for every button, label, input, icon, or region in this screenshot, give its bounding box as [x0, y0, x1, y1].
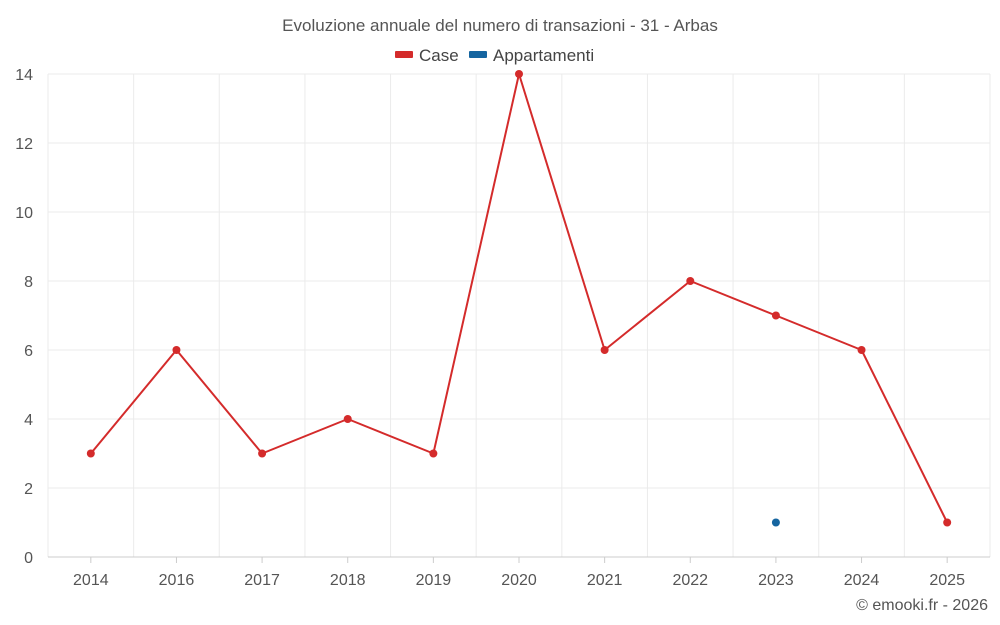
x-tick-label: 2016: [159, 572, 195, 589]
y-tick-label: 4: [24, 412, 33, 429]
x-tick-label: 2019: [416, 572, 452, 589]
credit-text: © emooki.fr - 2026: [856, 597, 988, 614]
x-axis-ticks: 2014 2016 2017 2018 2019 2020 2021 2022 2023 2024…: [73, 557, 965, 589]
legend-label-case: Case: [419, 46, 459, 65]
x-tick-label: 2024: [844, 572, 880, 589]
data-point[interactable]: [343, 415, 352, 423]
data-point[interactable]: [258, 449, 267, 458]
x-tick-label: 2017: [244, 572, 280, 589]
data-point[interactable]: [771, 518, 780, 527]
data-point[interactable]: [943, 518, 952, 527]
y-tick-label: 10: [15, 205, 33, 222]
legend-label-appartamenti: Appartamenti: [493, 46, 594, 65]
y-axis-ticks: 0 2 4 6 8 10 12 14: [15, 67, 33, 567]
x-tick-label: 2014: [73, 572, 109, 589]
legend-swatch-case: [395, 51, 413, 58]
y-tick-label: 0: [24, 550, 33, 567]
x-tick-label: 2025: [929, 572, 965, 589]
horizontal-gridlines: [48, 73, 990, 489]
x-tick-label: 2021: [587, 572, 623, 589]
y-tick-label: 6: [24, 343, 33, 360]
data-point[interactable]: [600, 346, 609, 354]
data-point[interactable]: [86, 449, 95, 458]
data-point[interactable]: [429, 449, 438, 458]
data-point[interactable]: [686, 277, 695, 285]
y-tick-label: 2: [24, 481, 33, 498]
series-case: [86, 70, 952, 527]
x-tick-label: 2023: [758, 572, 794, 589]
vertical-gridlines: [47, 74, 991, 557]
data-point[interactable]: [771, 311, 780, 320]
y-tick-label: 12: [15, 136, 33, 153]
legend[interactable]: Case Appartamenti: [395, 46, 594, 65]
x-tick-label: 2022: [672, 572, 708, 589]
x-tick-label: 2018: [330, 572, 366, 589]
legend-swatch-appartamenti: [469, 51, 487, 58]
y-tick-label: 8: [24, 274, 33, 291]
chart-title: Evoluzione annuale del numero di transaz…: [282, 16, 718, 35]
y-tick-label: 14: [15, 67, 33, 84]
x-tick-label: 2020: [501, 572, 537, 589]
legend-item-appartamenti[interactable]: Appartamenti: [469, 46, 594, 65]
series-appartamenti: [771, 518, 780, 527]
data-point[interactable]: [172, 346, 181, 354]
data-point[interactable]: [515, 70, 523, 78]
series-layer: [86, 70, 952, 527]
legend-item-case[interactable]: Case: [395, 46, 459, 65]
data-point[interactable]: [857, 346, 866, 354]
